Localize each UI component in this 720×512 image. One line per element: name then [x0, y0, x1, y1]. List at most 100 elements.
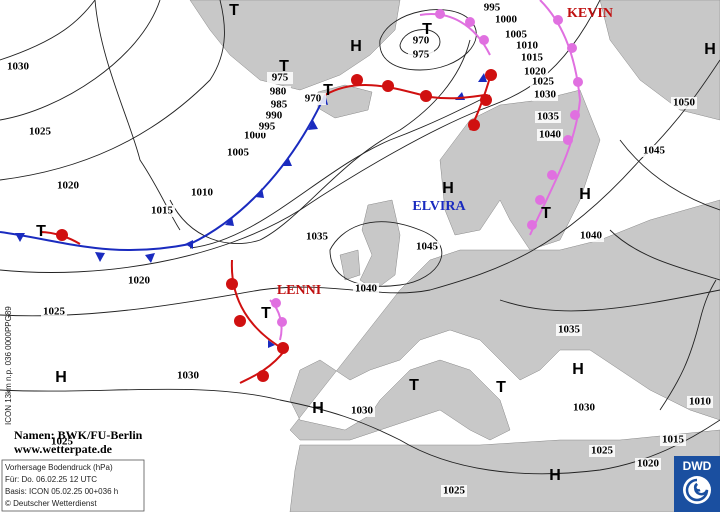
- isobar-label: 980: [270, 86, 287, 98]
- pressure-center: T: [422, 21, 432, 38]
- info-box: Vorhersage Bodendruck (hPa) Für: Do. 06.…: [1, 459, 145, 512]
- isobar-label: 970: [413, 35, 430, 47]
- isobar-label: 1035: [306, 231, 329, 243]
- info-valid: Für: Do. 06.02.25 12 UTC: [5, 475, 97, 484]
- isobar-label: 970: [305, 93, 322, 105]
- label-halo: [408, 35, 434, 47]
- isobar-label: 1025: [591, 445, 614, 457]
- label-halo: [589, 445, 615, 457]
- label-halo: [27, 126, 53, 138]
- label-halo: [55, 180, 81, 192]
- pressure-center: H: [312, 400, 324, 417]
- isobar-label: 990: [266, 110, 283, 122]
- label-halo: [641, 145, 667, 157]
- isobar-label: 1045: [643, 145, 666, 157]
- isobar: [0, 59, 720, 317]
- pressure-center: T: [496, 379, 506, 396]
- isobar-label: 1020: [57, 180, 80, 192]
- pressure-center: T: [541, 205, 551, 222]
- isobar-label: 1040: [580, 230, 603, 242]
- isobar-label: 1020: [637, 458, 660, 470]
- label-halo: [225, 147, 251, 159]
- pressure-center: T: [261, 305, 271, 322]
- label-halo: [441, 485, 467, 497]
- label-halo: [535, 111, 561, 123]
- isobar-label: 1025: [51, 436, 74, 448]
- pressure-center: T: [279, 58, 289, 75]
- isobar: [169, 39, 471, 244]
- isobar-label: 1025: [29, 126, 52, 138]
- info-frame: [1, 459, 145, 512]
- logo-text: DWD: [683, 459, 712, 473]
- label-halo: [519, 52, 545, 64]
- isobar-label: 975: [413, 49, 430, 61]
- label-halo: [265, 86, 291, 98]
- dwd-logo: DWD: [674, 456, 720, 512]
- label-halo: [556, 324, 582, 336]
- isobar-label: 1030: [534, 89, 557, 101]
- pressure-center: H: [572, 361, 584, 378]
- isobar-label: 975: [272, 72, 289, 84]
- isobar-label: 1020: [524, 66, 547, 78]
- isobar-label: 1035: [558, 324, 581, 336]
- label-halo: [635, 458, 661, 470]
- label-halo: [671, 97, 697, 109]
- label-halo: [126, 275, 152, 287]
- label-halo: [41, 306, 67, 318]
- isobar-label: 1050: [673, 97, 696, 109]
- info-base: Basis: ICON 05.02.25 00+036 h: [5, 487, 118, 496]
- label-halo: [537, 129, 563, 141]
- label-halo: [514, 40, 540, 52]
- isobar-1013: [659, 279, 717, 411]
- storm-name: KEVIN: [567, 6, 613, 21]
- label-halo: [479, 2, 505, 14]
- isobar-label: 1030: [7, 61, 30, 73]
- label-halo: [414, 241, 440, 253]
- label-halo: [660, 434, 686, 446]
- label-halo: [349, 405, 375, 417]
- pressure-center: H: [579, 186, 591, 203]
- isobar-label: 1015: [521, 52, 544, 64]
- label-halo: [353, 283, 379, 295]
- map-labels: 1030102510201015101010051000995990985980…: [5, 2, 716, 497]
- label-halo: [530, 76, 556, 88]
- pressure-center: H: [442, 180, 454, 197]
- isobar-label: 1030: [177, 370, 200, 382]
- label-halo: [687, 396, 713, 408]
- label-halo: [49, 436, 75, 448]
- isobar-label: 1045: [416, 241, 439, 253]
- fronts: [0, 0, 583, 384]
- isobar-label: 1010: [516, 40, 539, 52]
- isobar-1013: [189, 94, 491, 249]
- label-halo: [300, 93, 326, 105]
- pressure-center: T: [409, 377, 419, 394]
- isobar-label: 1035: [537, 111, 560, 123]
- isobar-label: 995: [484, 2, 501, 14]
- isobar-label: 1015: [151, 205, 174, 217]
- isobar-label: 1025: [532, 76, 555, 88]
- label-halo: [503, 29, 529, 41]
- pressure-center: H: [704, 41, 716, 58]
- pressure-center: H: [350, 38, 362, 55]
- isobar: [329, 221, 443, 287]
- label-halo: [571, 402, 597, 414]
- isobar-label: 1030: [573, 402, 596, 414]
- isobar-label: 1010: [191, 187, 214, 199]
- label-halo: [578, 230, 604, 242]
- label-halo: [189, 187, 215, 199]
- info-copyright: © Deutscher Wetterdienst: [5, 499, 97, 508]
- isobars: [0, 0, 720, 475]
- label-halo: [266, 99, 292, 111]
- isobar-label: 1015: [662, 434, 685, 446]
- pressure-center: T: [323, 82, 333, 99]
- side-note: ICON 13km n.p. 036 0000PPG89: [4, 306, 13, 425]
- isobar-label: 1040: [539, 129, 562, 141]
- isobar-label: 985: [271, 99, 288, 111]
- isobar-label: 1000: [495, 14, 518, 26]
- pressure-center: H: [55, 369, 67, 386]
- storm-name: ELVIRA: [412, 199, 466, 214]
- pressure-center: T: [36, 223, 46, 240]
- isobar-label: 1005: [227, 147, 250, 159]
- label-halo: [522, 66, 548, 78]
